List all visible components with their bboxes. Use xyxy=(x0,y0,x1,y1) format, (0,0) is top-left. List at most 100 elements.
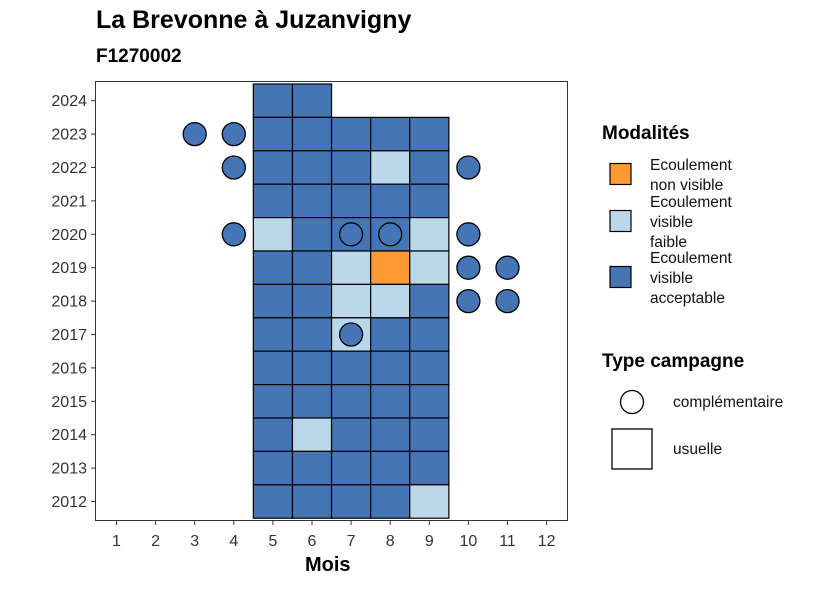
heatmap-cell xyxy=(370,183,411,219)
x-tick-label: 11 xyxy=(499,533,516,550)
x-tick-label: 2 xyxy=(151,533,160,550)
heatmap-cell xyxy=(370,283,411,319)
heatmap-cell xyxy=(252,83,294,119)
heatmap-cell xyxy=(291,317,333,352)
heatmap-cell xyxy=(252,450,294,486)
heatmap-cell xyxy=(409,183,450,219)
heatmap-cell xyxy=(252,150,294,185)
heatmap-cell xyxy=(409,283,450,319)
heatmap-cell xyxy=(291,417,333,453)
legend-line: Ecoulement xyxy=(650,157,732,174)
x-tick-label: 4 xyxy=(229,533,238,550)
legend-keys xyxy=(609,162,653,470)
x-tick-label: 8 xyxy=(386,533,395,550)
complementaire-point xyxy=(456,222,481,247)
x-tick-label: 1 xyxy=(112,533,121,550)
x-tick-label: 10 xyxy=(460,533,478,550)
heatmap-cell xyxy=(252,217,294,252)
heatmap-cell xyxy=(291,450,333,486)
heatmap-cell xyxy=(409,116,450,152)
complementaire-point xyxy=(221,222,246,247)
legend-line: visible xyxy=(650,214,694,231)
heatmap-cell xyxy=(370,350,411,386)
heatmap-cell xyxy=(370,317,411,352)
legend-line: visible xyxy=(650,270,694,287)
heatmap-cell xyxy=(291,217,333,252)
heatmap-cell xyxy=(409,317,450,352)
heatmap-cell xyxy=(370,484,411,519)
legend-key-acceptable xyxy=(609,265,632,289)
x-axis-label: Mois xyxy=(305,554,351,576)
heatmap-cell xyxy=(330,384,372,419)
y-tick-label: 2013 xyxy=(51,461,87,478)
heatmap-cell xyxy=(291,283,333,319)
heatmap-cell xyxy=(252,417,294,453)
heatmap-cell xyxy=(291,484,333,519)
complementaire-point xyxy=(378,222,403,247)
legend-key-complementaire xyxy=(619,389,645,415)
y-tick-label: 2012 xyxy=(51,494,87,511)
y-tick-label: 2024 xyxy=(51,93,87,110)
y-tick-label: 2017 xyxy=(51,327,87,344)
legend-modalites-title: Modalités xyxy=(602,123,690,144)
heatmap-cell xyxy=(409,484,450,519)
heatmap-cell xyxy=(330,150,372,185)
legend-line: non visible xyxy=(650,177,724,194)
heatmap-cell xyxy=(330,350,372,386)
y-tick-label: 2018 xyxy=(51,294,87,311)
heatmap-cell xyxy=(291,83,333,119)
heatmap-cell xyxy=(409,384,450,419)
y-tick-label: 2016 xyxy=(51,360,87,377)
complementaire-point xyxy=(495,288,520,314)
heatmap-cell xyxy=(370,417,411,453)
chart-subtitle: F1270002 xyxy=(96,46,182,67)
complementaire-point xyxy=(456,155,481,180)
heatmap-cell xyxy=(409,450,450,486)
x-tick-label: 7 xyxy=(347,533,356,550)
y-tick-label: 2015 xyxy=(51,394,87,411)
heatmap-cell xyxy=(252,183,294,219)
complementaire-point xyxy=(221,121,246,147)
heatmap-cell xyxy=(291,150,333,185)
heatmap-cell xyxy=(252,384,294,419)
complementaire-point xyxy=(456,255,481,280)
heatmap-cell xyxy=(409,217,450,252)
x-tick-label: 12 xyxy=(538,533,556,550)
y-tick-label: 2014 xyxy=(51,427,87,444)
legend-key-usuelle xyxy=(611,428,653,470)
heatmap-cell xyxy=(330,417,372,453)
x-tick-label: 9 xyxy=(425,533,434,550)
heatmap-cell xyxy=(330,283,372,319)
legend-line: Ecoulement xyxy=(650,194,732,211)
heatmap-cell xyxy=(330,116,372,152)
heatmap-cell xyxy=(252,350,294,386)
heatmap-cell xyxy=(291,350,333,386)
y-tick-label: 2022 xyxy=(51,160,87,177)
heatmap-cell xyxy=(330,450,372,486)
heatmap-cell xyxy=(370,116,411,152)
heatmap-cell xyxy=(252,283,294,319)
heatmap-cell xyxy=(291,183,333,219)
chart-title: La Brevonne à Juzanvigny xyxy=(96,6,412,34)
heatmap-cell xyxy=(330,484,372,519)
heatmap-cell xyxy=(252,317,294,352)
heatmap-cell xyxy=(370,450,411,486)
legend-line: faible xyxy=(650,234,688,251)
complementaire-markers xyxy=(182,121,520,347)
y-tick-label: 2021 xyxy=(51,193,87,210)
heatmap-cell xyxy=(252,250,294,286)
heatmap-cell xyxy=(252,116,294,152)
legend-entry-faible-label: Ecoulement visible faible xyxy=(650,193,732,253)
heatmap-cell xyxy=(291,384,333,419)
heatmap-cell xyxy=(370,250,411,286)
legend-entry-acceptable-label: Ecoulement visible acceptable xyxy=(650,249,732,309)
x-tick-label: 6 xyxy=(308,533,317,550)
heatmap-cell xyxy=(330,250,372,286)
x-axis: 1 2 3 4 5 6 7 8 9 10 11 12 xyxy=(112,520,556,550)
legend-line: acceptable xyxy=(650,290,725,307)
usuelle-cells xyxy=(252,83,450,519)
y-axis: 2012 2013 2014 2015 2016 2017 2018 2019 2020 2021… xyxy=(51,93,96,511)
heatmap-cell xyxy=(330,183,372,219)
complementaire-point xyxy=(182,121,207,147)
complementaire-point xyxy=(456,288,481,314)
